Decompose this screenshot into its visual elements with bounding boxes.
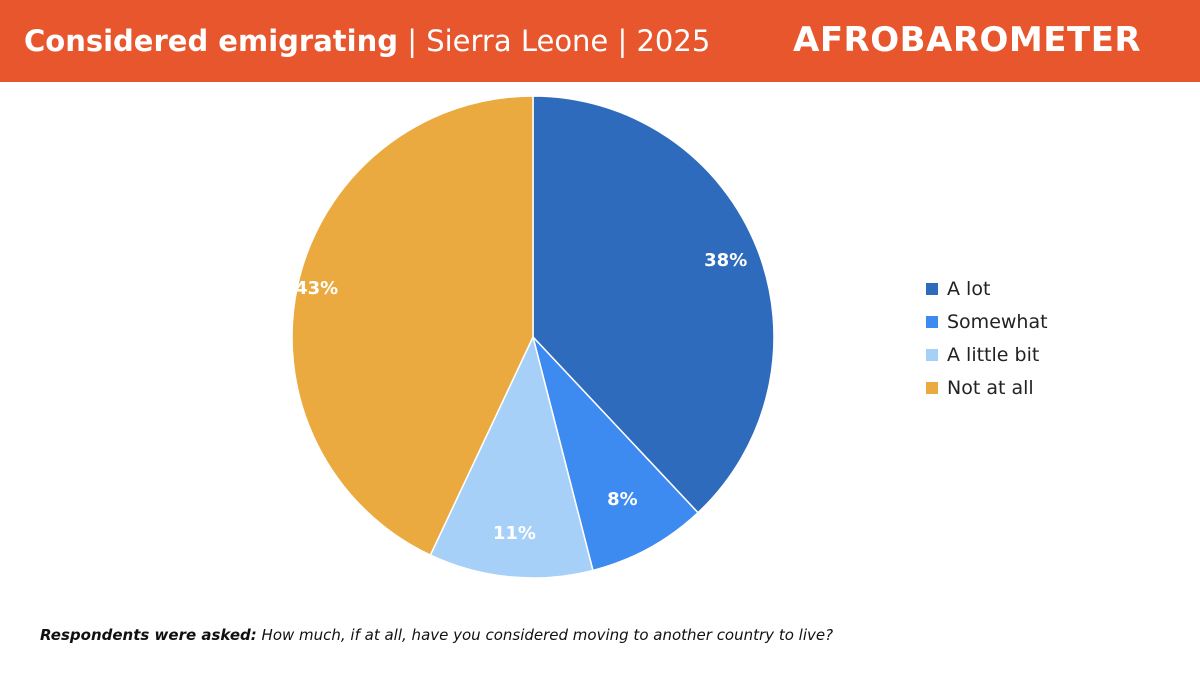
pie-slice-not-at-all [291,95,534,557]
note-question: How much, if at all, have you considered… [256,626,834,644]
title-context: | Sierra Leone | 2025 [397,24,711,58]
legend-swatch [926,381,938,394]
pie-slice-somewhat [532,336,700,572]
pie-slice-a-lot [532,95,775,514]
data-label-not-at-all: 43% [295,278,338,299]
legend-swatch [926,315,938,328]
legend-item-a-lot: A lot [926,272,1048,305]
afrobarometer-logo: AFROBAROMETER [793,20,1142,60]
pie-chart: 38% 8% 11% 43% [291,95,775,579]
legend-swatch [926,348,938,361]
note-lead: Respondents were asked: [40,626,257,644]
chart-legend: A lot Somewhat A little bit Not at all [926,272,1048,404]
page-title: Considered emigrating | Sierra Leone | 2… [24,24,710,58]
legend-item-somewhat: Somewhat [926,305,1048,338]
pie-data-labels: 38% 8% 11% 43% [295,250,747,544]
legend-swatch [926,282,938,295]
data-label-somewhat: 8% [607,489,638,510]
legend-label: Somewhat [947,310,1048,333]
data-label-a-little-bit: 11% [493,523,536,544]
legend-label: A lot [947,277,991,300]
header-bar: Considered emigrating | Sierra Leone | 2… [0,0,1200,82]
legend-label: Not at all [947,376,1034,399]
legend-label: A little bit [947,343,1040,366]
legend-item-not-at-all: Not at all [926,371,1048,404]
survey-question-note: Respondents were asked: How much, if at … [40,626,833,644]
data-label-a-lot: 38% [704,250,747,271]
legend-item-a-little-bit: A little bit [926,338,1048,371]
pie-slice-a-little-bit [429,334,594,579]
pie-slices [291,95,775,579]
title-topic: Considered emigrating [24,24,398,58]
